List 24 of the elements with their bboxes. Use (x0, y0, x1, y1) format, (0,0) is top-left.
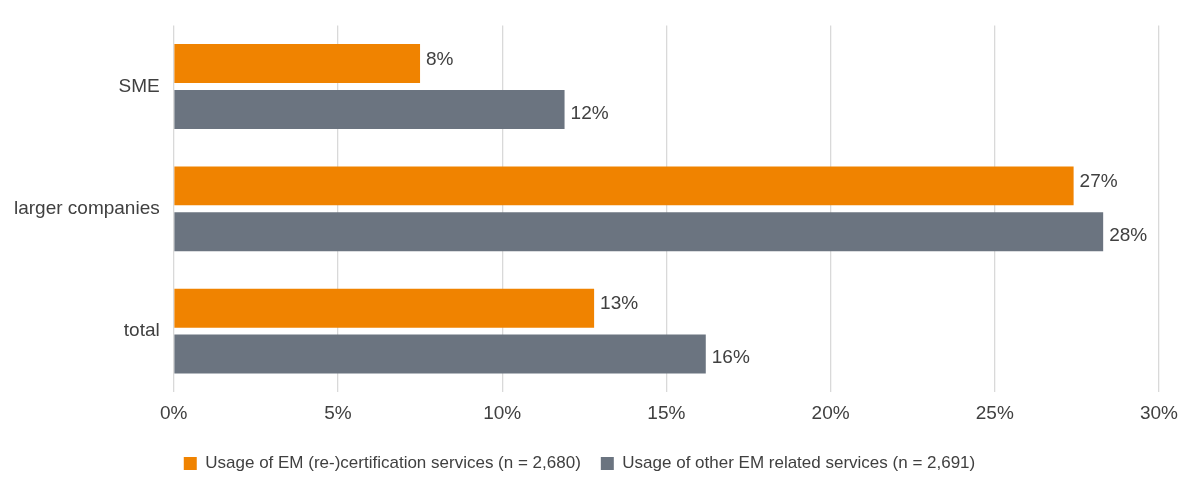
data-label: 12% (570, 101, 609, 123)
bar (174, 212, 1104, 252)
bar (174, 288, 595, 328)
bar (174, 334, 706, 374)
data-label: 27% (1079, 170, 1118, 192)
x-tick-label: 10% (483, 401, 522, 423)
x-tick-label: 15% (647, 401, 686, 423)
y-tick-label: larger companies (13, 197, 160, 219)
x-tick-label: 30% (1139, 401, 1179, 423)
legend-label: Usage of other EM related services (n = 2,691) (622, 453, 976, 473)
y-tick-label: SME (118, 74, 160, 96)
legend-label: Usage of EM (re-)certification services (n = 2,680) (205, 453, 581, 473)
x-tick-label: 25% (975, 401, 1014, 423)
y-tick-label: total (123, 319, 160, 341)
x-tick-label: 5% (324, 401, 352, 423)
bar (174, 44, 421, 84)
data-label: 28% (1109, 223, 1148, 245)
data-label: 8% (426, 47, 454, 69)
data-label: 13% (600, 292, 639, 314)
data-label: 16% (711, 346, 750, 368)
bar (174, 166, 1074, 206)
bar (174, 89, 565, 129)
x-tick-label: 20% (811, 401, 850, 423)
x-tick-label: 0% (160, 401, 188, 423)
